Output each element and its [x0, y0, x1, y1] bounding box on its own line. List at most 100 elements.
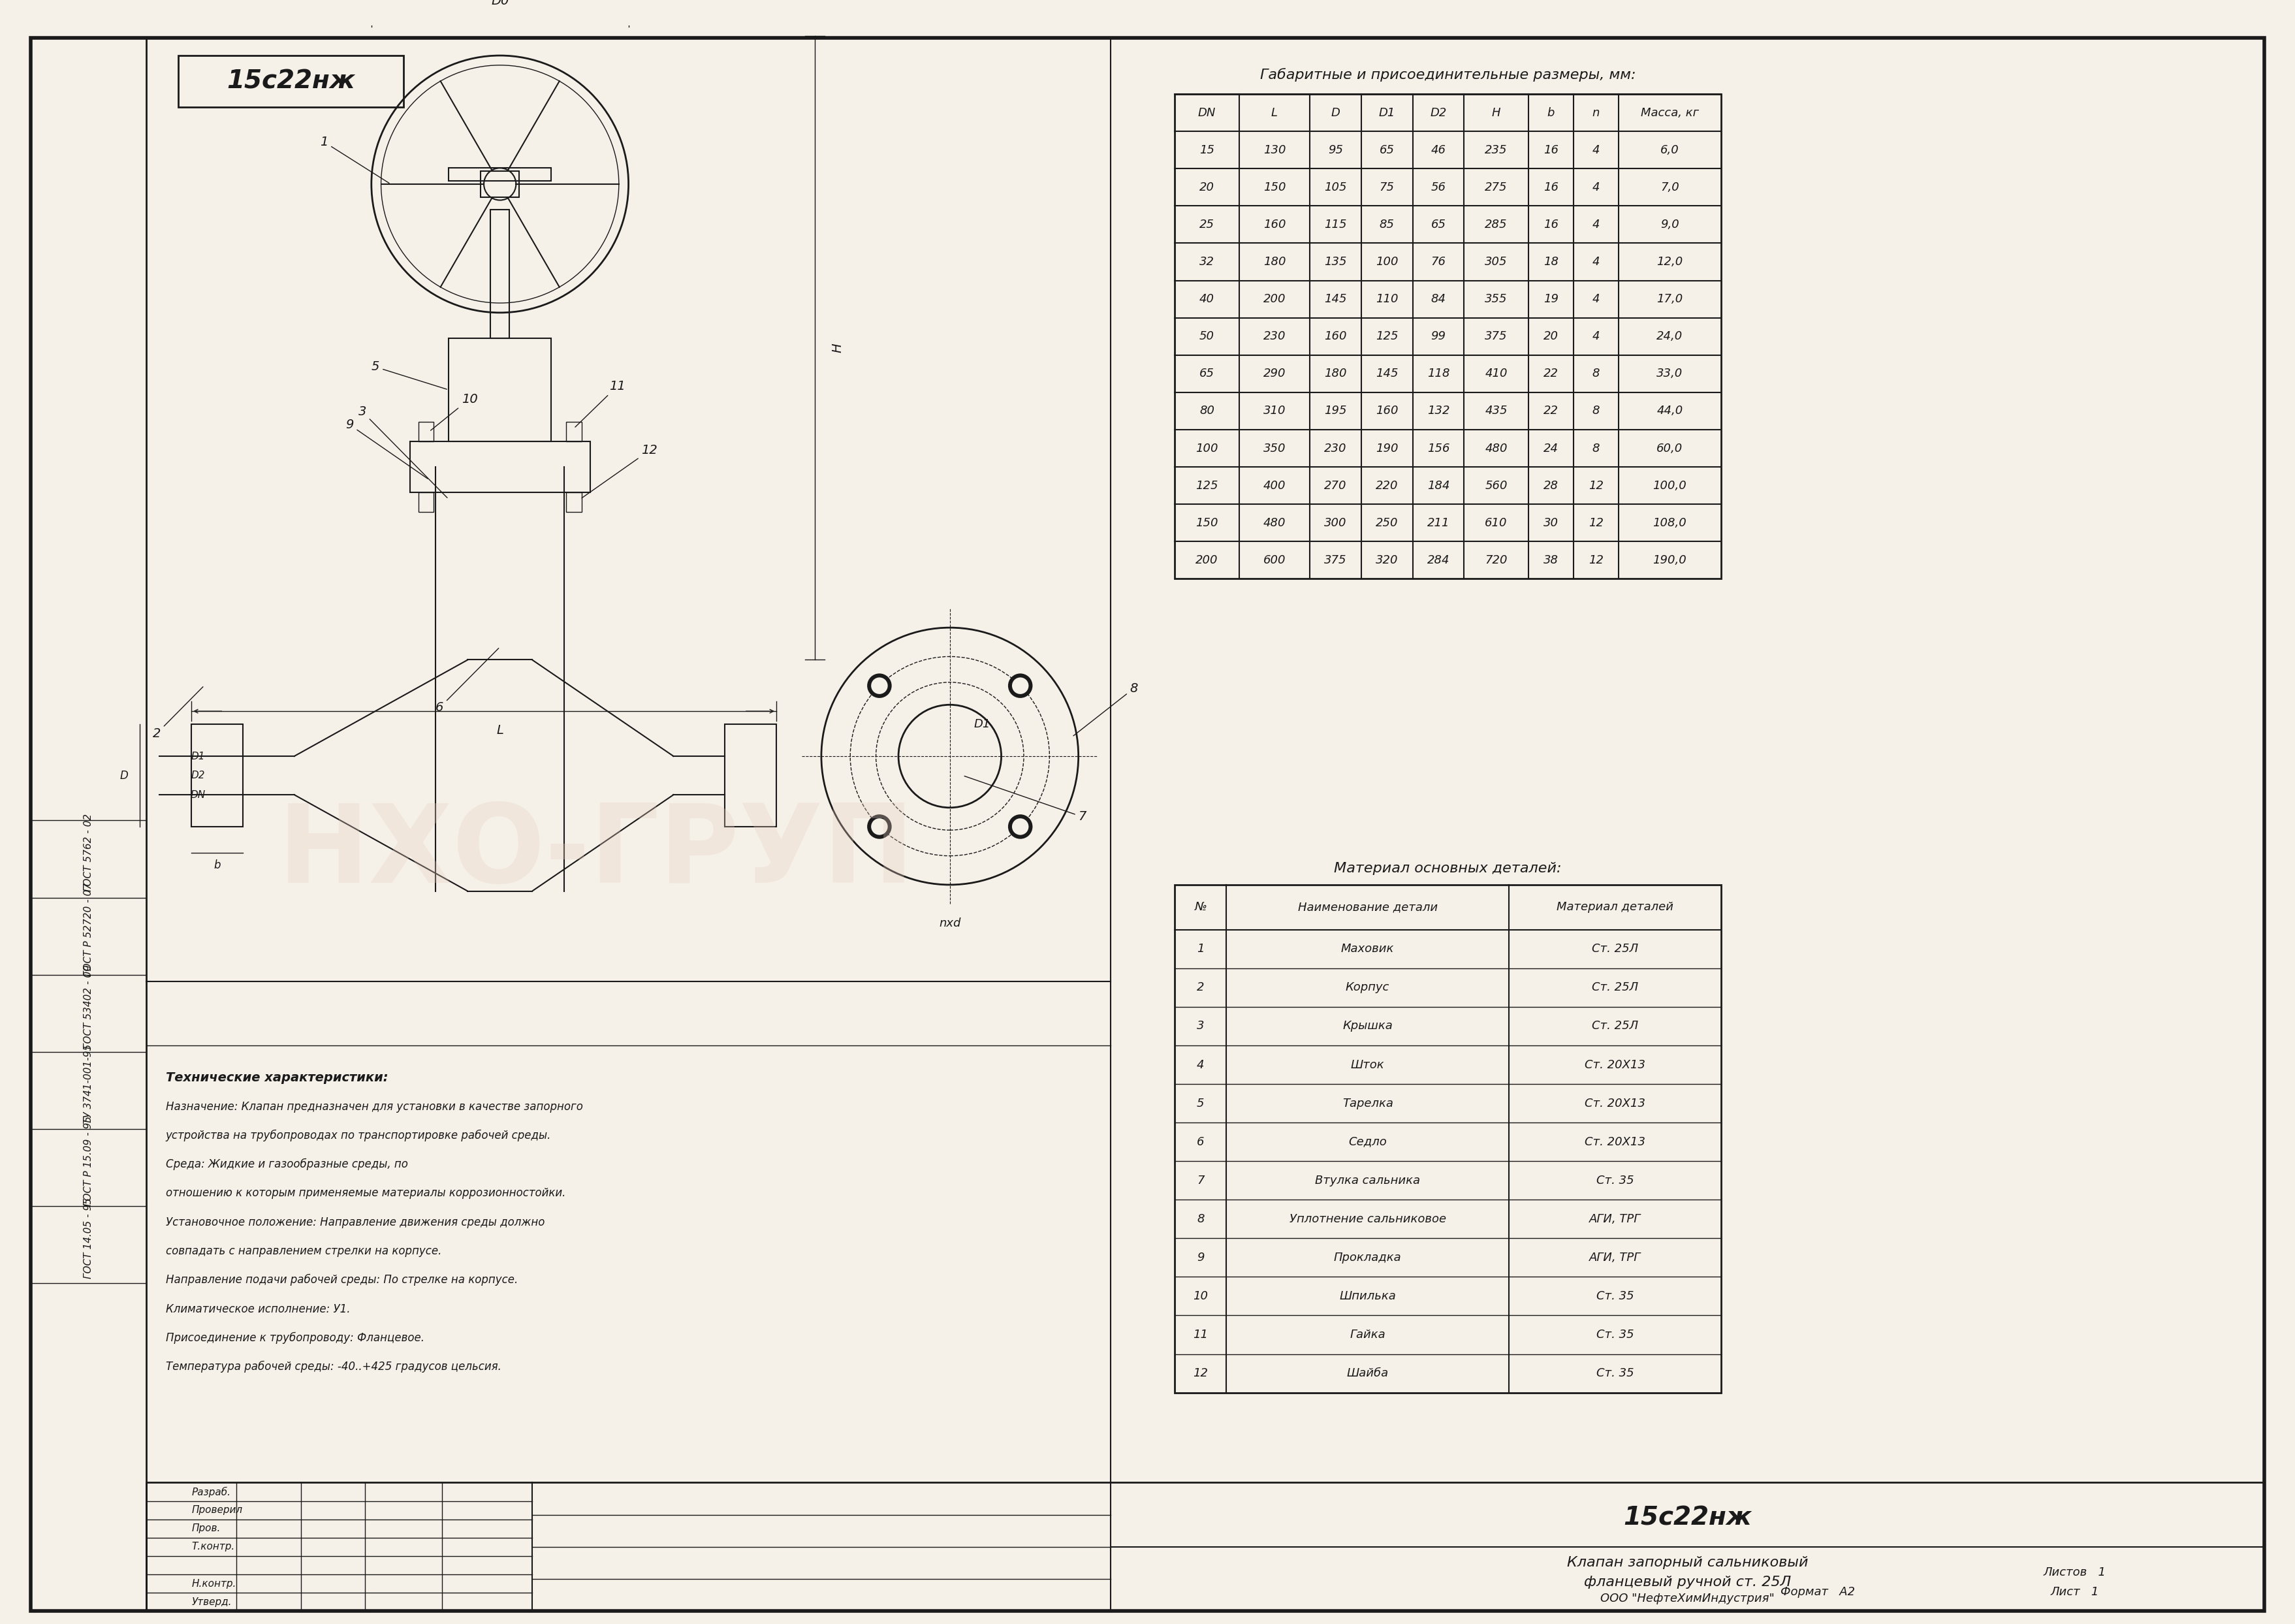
Text: 65: 65 — [1430, 219, 1446, 231]
Text: 110: 110 — [1375, 294, 1398, 305]
Bar — [491, 209, 509, 338]
Text: Направление подачи рабочей среды: По стрелке на корпусе.: Направление подачи рабочей среды: По стр… — [165, 1275, 519, 1286]
Text: DN: DN — [1198, 107, 1216, 119]
Text: 84: 84 — [1430, 294, 1446, 305]
Text: 118: 118 — [1427, 369, 1450, 380]
Text: Шпилька: Шпилька — [1340, 1291, 1395, 1302]
Text: 5: 5 — [372, 361, 448, 390]
Text: 9,0: 9,0 — [1659, 219, 1680, 231]
Text: Тарелка: Тарелка — [1343, 1098, 1393, 1109]
Text: Ст. 35: Ст. 35 — [1597, 1328, 1634, 1340]
Bar — [567, 422, 581, 442]
Text: 8: 8 — [1593, 369, 1600, 380]
Text: 76: 76 — [1430, 257, 1446, 268]
Text: Ст. 25Л: Ст. 25Л — [1593, 1020, 1639, 1033]
Text: 2: 2 — [154, 687, 202, 739]
Text: Климатическое исполнение: У1.: Климатическое исполнение: У1. — [165, 1302, 351, 1315]
Circle shape — [1012, 677, 1028, 695]
Text: 8: 8 — [1196, 1213, 1205, 1224]
Text: 7: 7 — [1196, 1174, 1205, 1187]
Text: 16: 16 — [1542, 145, 1558, 156]
Bar — [725, 724, 776, 827]
Text: 6: 6 — [436, 648, 498, 715]
Text: 100,0: 100,0 — [1652, 479, 1687, 492]
Text: 100: 100 — [1375, 257, 1398, 268]
Text: 16: 16 — [1542, 182, 1558, 193]
Text: 150: 150 — [1262, 182, 1285, 193]
Text: 600: 600 — [1262, 554, 1285, 567]
Text: 560: 560 — [1485, 479, 1508, 492]
Text: Лист   1: Лист 1 — [2049, 1587, 2100, 1598]
Text: Шток: Шток — [1352, 1059, 1384, 1070]
Text: nxd: nxd — [939, 918, 962, 929]
Text: 375: 375 — [1485, 331, 1508, 343]
Text: D1: D1 — [1379, 107, 1395, 119]
Text: Н.контр.: Н.контр. — [190, 1579, 236, 1588]
Text: 38: 38 — [1542, 554, 1558, 567]
Text: 300: 300 — [1324, 516, 1347, 529]
Text: 125: 125 — [1375, 331, 1398, 343]
Text: 33,0: 33,0 — [1657, 369, 1682, 380]
Text: 190: 190 — [1375, 442, 1398, 455]
Text: фланцевый ручной ст. 25Л: фланцевый ручной ст. 25Л — [1584, 1575, 1790, 1588]
Text: Проверил: Проверил — [190, 1505, 243, 1515]
Text: Технические характеристики:: Технические характеристики: — [165, 1072, 388, 1083]
Text: D: D — [119, 770, 129, 781]
Text: Материал основных деталей:: Материал основных деталей: — [1333, 862, 1563, 875]
Text: 211: 211 — [1427, 516, 1450, 529]
Text: 18: 18 — [1542, 257, 1558, 268]
Text: 80: 80 — [1200, 404, 1214, 417]
Text: 22: 22 — [1542, 369, 1558, 380]
Text: 24,0: 24,0 — [1657, 331, 1682, 343]
Text: Ст. 35: Ст. 35 — [1597, 1291, 1634, 1302]
Text: Т.контр.: Т.контр. — [190, 1541, 234, 1553]
Circle shape — [870, 677, 888, 695]
Text: 4: 4 — [1196, 1059, 1205, 1070]
Text: 1: 1 — [319, 136, 390, 184]
Text: 125: 125 — [1196, 479, 1219, 492]
Circle shape — [870, 817, 888, 836]
Text: Ст. 25Л: Ст. 25Л — [1593, 983, 1639, 994]
Text: 20: 20 — [1542, 331, 1558, 343]
Text: 6: 6 — [1196, 1137, 1205, 1148]
Text: 410: 410 — [1485, 369, 1508, 380]
Text: 310: 310 — [1262, 404, 1285, 417]
Text: Среда: Жидкие и газообразные среды, по: Среда: Жидкие и газообразные среды, по — [165, 1158, 409, 1171]
Text: DN: DN — [190, 789, 204, 799]
Text: 105: 105 — [1324, 182, 1347, 193]
Text: 235: 235 — [1485, 145, 1508, 156]
Text: 610: 610 — [1485, 516, 1508, 529]
Text: 108,0: 108,0 — [1652, 516, 1687, 529]
Text: 100: 100 — [1196, 442, 1219, 455]
Bar — [411, 442, 590, 492]
Text: 132: 132 — [1427, 404, 1450, 417]
Text: Установочное положение: Направление движения среды должно: Установочное положение: Направление движ… — [165, 1216, 544, 1228]
Text: 200: 200 — [1262, 294, 1285, 305]
Text: 156: 156 — [1427, 442, 1450, 455]
Text: 15с22нж: 15с22нж — [1623, 1505, 1751, 1530]
Text: ГОСТ Р 52720 - 07: ГОСТ Р 52720 - 07 — [83, 883, 94, 976]
Text: 12,0: 12,0 — [1657, 257, 1682, 268]
Text: 40: 40 — [1200, 294, 1214, 305]
Text: 270: 270 — [1324, 479, 1347, 492]
Text: 15: 15 — [1200, 145, 1214, 156]
Text: Прокладка: Прокладка — [1333, 1252, 1402, 1263]
Text: Втулка сальника: Втулка сальника — [1315, 1174, 1421, 1187]
Text: 160: 160 — [1262, 219, 1285, 231]
Circle shape — [1010, 674, 1033, 697]
Text: D2: D2 — [1430, 107, 1446, 119]
Text: 12: 12 — [1193, 1367, 1207, 1379]
Text: 230: 230 — [1262, 331, 1285, 343]
Text: 375: 375 — [1324, 554, 1347, 567]
Text: 8: 8 — [1593, 404, 1600, 417]
Text: 290: 290 — [1262, 369, 1285, 380]
Text: 320: 320 — [1375, 554, 1398, 567]
Text: Ст. 20Х13: Ст. 20Х13 — [1586, 1098, 1646, 1109]
Circle shape — [868, 674, 890, 697]
Text: Ст. 20Х13: Ст. 20Х13 — [1586, 1137, 1646, 1148]
Text: Гайка: Гайка — [1349, 1328, 1386, 1340]
Text: Назначение: Клапан предназначен для установки в качестве запорного: Назначение: Клапан предназначен для уста… — [165, 1101, 583, 1112]
Text: ГОСТ 53402 - 09: ГОСТ 53402 - 09 — [83, 965, 94, 1049]
Text: 10: 10 — [1193, 1291, 1207, 1302]
Text: 160: 160 — [1375, 404, 1398, 417]
